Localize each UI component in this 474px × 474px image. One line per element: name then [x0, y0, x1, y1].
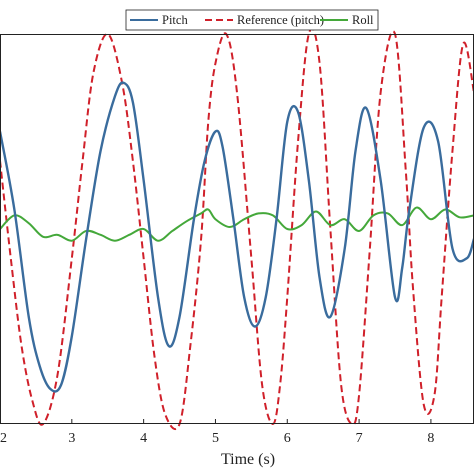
plot-lines: [0, 27, 474, 430]
x-tick-label: 5: [212, 431, 219, 446]
x-axis-ticks: 2 3 4 5 6 7 8: [0, 419, 434, 446]
x-tick-label: 6: [284, 431, 291, 446]
x-axis-label: Time (s): [221, 451, 275, 468]
series-line-reference-pitch: [0, 27, 474, 430]
legend-label-reference: Reference (pitch): [237, 13, 324, 27]
x-tick-label: 3: [68, 431, 75, 446]
legend-label-pitch: Pitch: [162, 13, 188, 27]
legend-box: [125, 9, 379, 31]
x-tick-label: 8: [427, 431, 434, 446]
legend-label-roll: Roll: [352, 13, 374, 27]
x-tick-label: 4: [140, 431, 147, 446]
x-tick-label: 7: [356, 431, 363, 446]
series-line-roll: [0, 206, 474, 242]
legend: Pitch Reference (pitch) Roll: [125, 9, 379, 31]
series-line-pitch: [0, 81, 474, 393]
x-tick-label: 2: [0, 431, 7, 446]
